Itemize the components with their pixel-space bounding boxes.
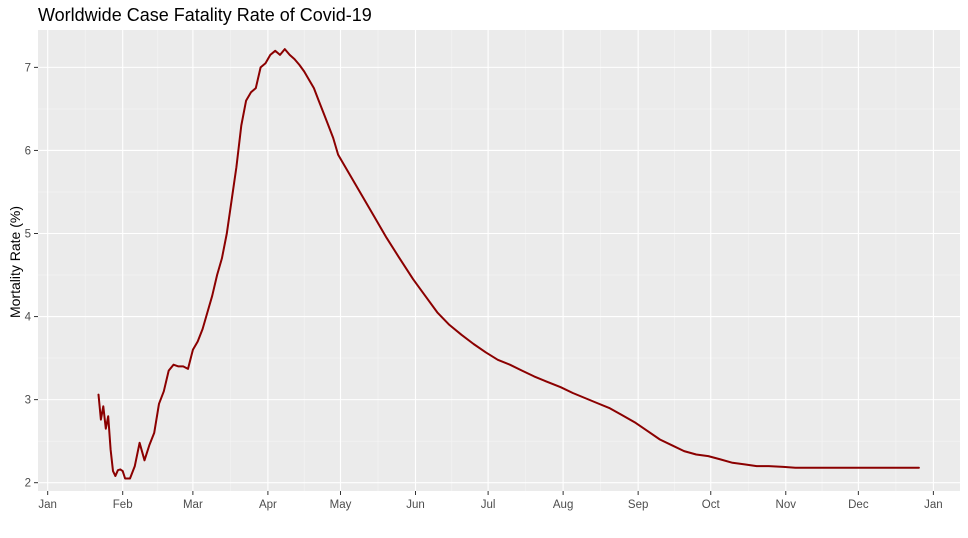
x-tick-label: Jun: [406, 499, 425, 511]
x-tick-label: Mar: [183, 499, 203, 511]
plot-panel: [38, 30, 960, 491]
x-tick-label: Aug: [553, 499, 573, 511]
y-axis-title: Mortality Rate (%): [7, 206, 23, 318]
y-tick-label: 6: [25, 145, 31, 157]
chart-title: Worldwide Case Fatality Rate of Covid-19: [38, 5, 372, 25]
y-tick-label: 7: [25, 62, 31, 74]
series-line: [97, 48, 920, 480]
x-tick-label: Feb: [113, 499, 133, 511]
x-tick-label: May: [330, 499, 352, 511]
x-tick-label: Dec: [848, 499, 869, 511]
y-axis: 2 3 4 5 6 7: [25, 62, 38, 490]
y-tick-label: 4: [25, 312, 32, 324]
x-tick-label: Sep: [628, 499, 648, 511]
x-tick-label: Jan: [38, 499, 57, 511]
x-tick-label: Jan: [924, 499, 943, 511]
x-axis: Jan Feb Mar Apr May Jun Jul Aug Sep Oct Nov Dec Jan: [38, 491, 943, 511]
y-tick-label: 5: [25, 229, 31, 241]
x-tick-label: Jul: [481, 499, 496, 511]
x-tick-label: Apr: [259, 499, 277, 511]
grid: [38, 30, 960, 491]
y-tick-label: 3: [25, 395, 31, 407]
x-tick-label: Oct: [702, 499, 721, 511]
y-tick-label: 2: [25, 478, 31, 490]
x-tick-label: Nov: [776, 499, 797, 511]
data-layer: [97, 48, 920, 480]
